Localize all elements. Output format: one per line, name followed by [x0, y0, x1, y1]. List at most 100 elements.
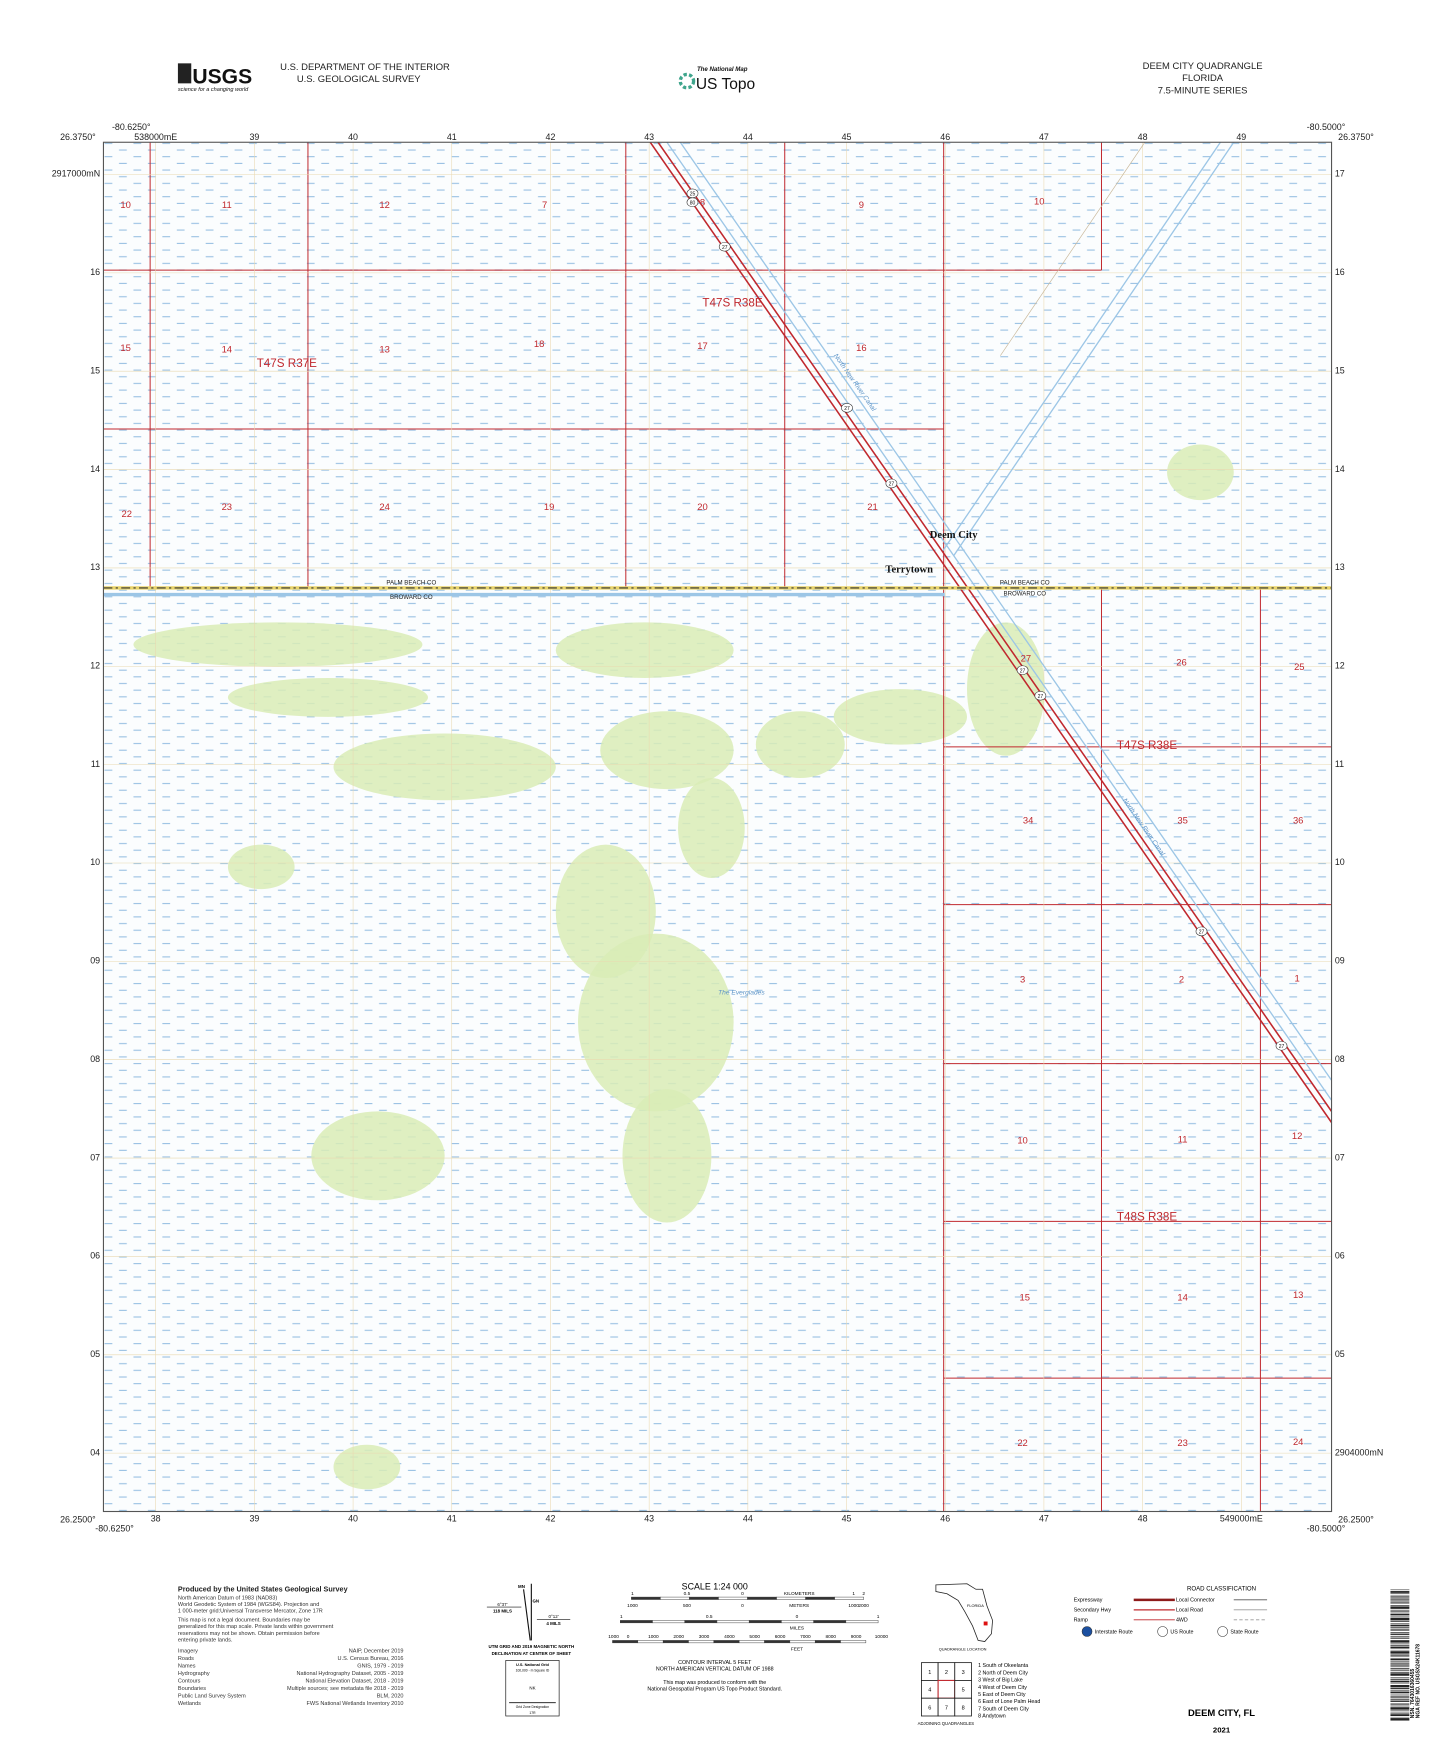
barcode-bar [1390, 1669, 1410, 1672]
us-27-highway [649, 142, 1332, 1123]
barcode-bar [1390, 1645, 1410, 1647]
source-value: FWS National Wetlands Inventory 2010 [306, 1701, 403, 1707]
route-type-label: Interstate Route [1095, 1630, 1133, 1636]
easting-label: 43 [644, 132, 654, 142]
route-type-label: State Route [1230, 1630, 1258, 1636]
barcode-bar [1390, 1658, 1410, 1661]
northing-label: 16 [90, 267, 100, 277]
barcode-bar [1390, 1598, 1410, 1600]
source-name: Boundaries [178, 1686, 206, 1692]
northing-label: 11 [91, 759, 100, 769]
section-number: 36 [1293, 816, 1304, 827]
section-number: 9 [859, 200, 864, 211]
place-terrytown: Terrytown [885, 564, 933, 575]
barcode-bar [1390, 1635, 1410, 1638]
barcode-bar [1390, 1710, 1410, 1712]
easting-bottom-label: 43 [644, 1513, 654, 1523]
barcode-bar [1390, 1624, 1410, 1627]
northing-right-label: 12 [1335, 661, 1345, 671]
barcode-bar [1390, 1682, 1410, 1684]
barcode-bar [1390, 1716, 1410, 1718]
northing-right-label: 13 [1335, 562, 1345, 572]
scale-segment [747, 1596, 777, 1600]
northing-label: 07 [90, 1152, 100, 1162]
adjoining-quad-name: 4 West of Deem City [978, 1685, 1027, 1691]
easting-bottom-label: 47 [1039, 1513, 1049, 1523]
scale-segment [840, 1640, 867, 1644]
easting-bottom-label: 48 [1138, 1513, 1148, 1523]
barcode-bar [1390, 1620, 1410, 1622]
source-name: Public Land Survey System [178, 1693, 246, 1699]
ft-tick: 4000 [724, 1634, 735, 1640]
ft-tick: 1000 [608, 1634, 619, 1640]
section-number: 10 [1017, 1136, 1027, 1147]
source-value: Multiple sources; see metadata file 2018… [287, 1686, 404, 1692]
ft-tick: 6000 [775, 1634, 786, 1640]
vegetation-area [833, 689, 968, 745]
corner-coordinate: -80.6250° [95, 1524, 134, 1534]
scale-segment [776, 1596, 806, 1600]
section-number: 12 [1292, 1131, 1303, 1142]
barcode-bar [1390, 1600, 1410, 1602]
section-number: 19 [544, 502, 555, 513]
source-value: National Elevation Dataset, 2018 - 2019 [305, 1678, 403, 1684]
barcode-bar [1390, 1678, 1410, 1680]
scale-segment [748, 1620, 782, 1624]
barcode-bar [1390, 1656, 1410, 1658]
state-name: FLORIDA [1182, 73, 1224, 84]
barcode-bar [1390, 1714, 1410, 1716]
northing-right-label: 14 [1335, 464, 1345, 474]
barcode-bar [1390, 1665, 1410, 1667]
barcode-bar [1390, 1660, 1410, 1662]
mi-tick: 0.5 [706, 1614, 713, 1620]
national-grid-square: NK [529, 1685, 535, 1690]
contour-interval: CONTOUR INTERVAL 5 FEET [678, 1660, 752, 1666]
section-number: 21 [867, 502, 878, 513]
section-number: 23 [222, 502, 232, 513]
mi-tick: 1 [877, 1614, 880, 1620]
us-topo-logo: The National Map US Topo [678, 66, 755, 93]
source-name: Hydrography [178, 1671, 210, 1677]
source-value: NAIP, December 2019 [349, 1649, 404, 1655]
section-number: 18 [534, 339, 545, 350]
route-number: 27 [1020, 668, 1026, 674]
road-legend: ROAD CLASSIFICATION Expressway Secondary … [1074, 1585, 1268, 1637]
datum-line: World Geodetic System of 1984 (WGS84). P… [178, 1602, 319, 1608]
easting-bottom-label: 549000mE [1220, 1513, 1263, 1523]
barcode-bar [1390, 1628, 1410, 1631]
section-number: 24 [379, 502, 390, 513]
barcode-bar [1390, 1623, 1410, 1624]
barcode: NSN. 7643016360455 NGA REF NO. USGSX24K1… [1390, 1589, 1421, 1721]
vegetation-area [333, 733, 556, 801]
section-number: 1 [1294, 973, 1299, 984]
scale-segment [814, 1640, 841, 1644]
source-name: Wetlands [178, 1701, 201, 1707]
magnetic-north-arrow [523, 1589, 531, 1641]
northing-right-label: 09 [1335, 956, 1345, 966]
scale-segment [689, 1596, 719, 1600]
barcode-bar [1390, 1611, 1410, 1613]
scale-bar: SCALE 1:24 000 CONTOUR INTERVAL 5 FEET N… [608, 1581, 888, 1692]
route-type-label: US Route [1170, 1630, 1193, 1636]
ft-tick: 7000 [800, 1634, 811, 1640]
utm-grid [103, 142, 1332, 1512]
location-caption: QUADRANGLE LOCATION [939, 1646, 987, 1651]
m-tick: 0 [741, 1603, 744, 1609]
m-tick: 500 [683, 1603, 691, 1609]
barcode-bar [1390, 1640, 1410, 1643]
section-number: 27 [1021, 653, 1031, 664]
scale-segment [716, 1620, 750, 1624]
adjoining-quad-name: 3 West of Big Lake [978, 1678, 1023, 1684]
easting-label: 44 [743, 132, 753, 142]
section-number: 12 [379, 200, 390, 211]
easting-bottom-label: 41 [447, 1513, 457, 1523]
us-route-shield-icon [1195, 926, 1208, 937]
scale-segment [718, 1596, 748, 1600]
km-tick: 0.5 [684, 1591, 691, 1597]
scale-segment [781, 1620, 814, 1624]
section-number: 8 [700, 198, 705, 209]
northing-right-label: 2904000mN [1335, 1447, 1383, 1457]
us-route-shield-icon [1016, 665, 1029, 675]
barcode-bar [1390, 1632, 1410, 1634]
